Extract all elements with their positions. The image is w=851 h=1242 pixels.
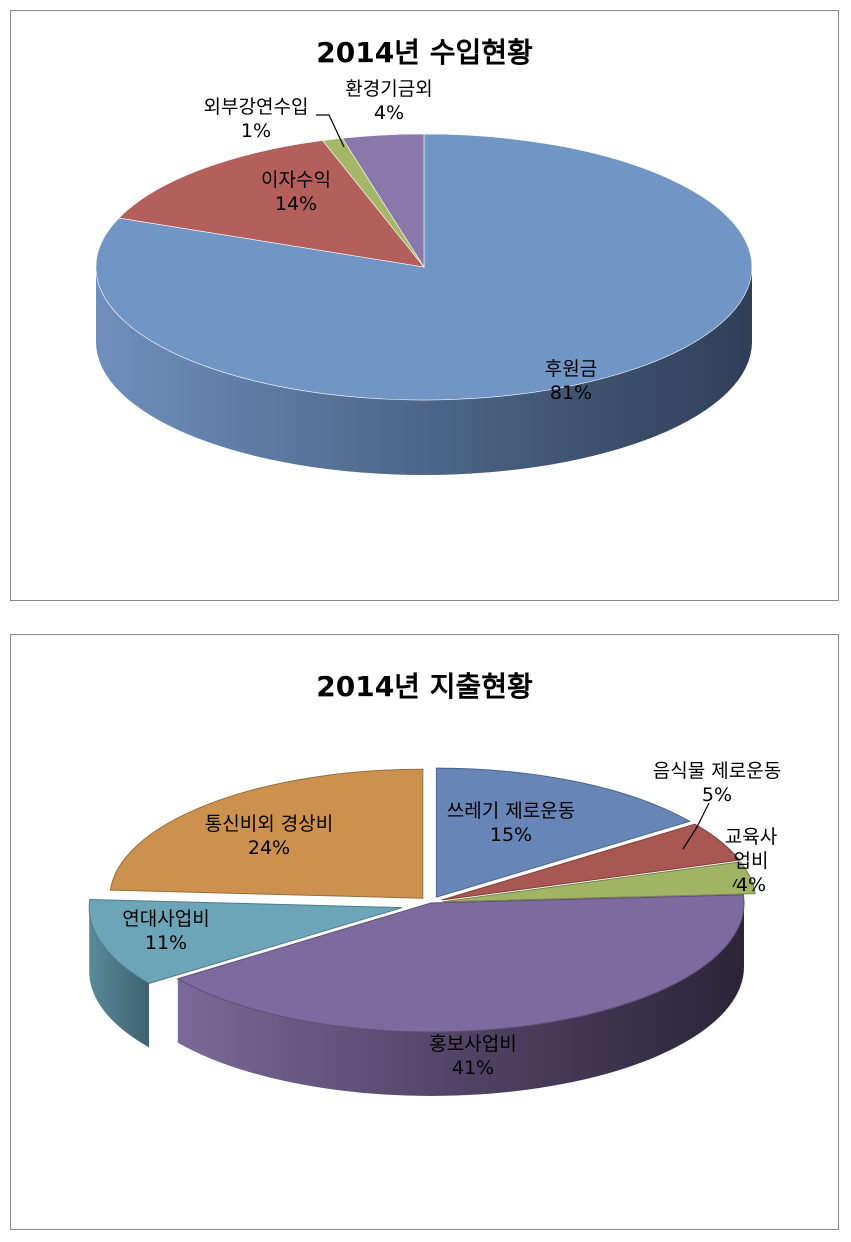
pie-slice-통신비외 경상비 (109, 768, 424, 899)
pie-slice-group (435, 767, 691, 898)
pie-slice-음식물 제로운동 (441, 823, 741, 901)
pie-slice-후원금 (95, 133, 753, 401)
data-label-쓰레기 제로운동: 쓰레기 제로운동 15% (447, 800, 575, 846)
pie-slice-group (88, 898, 403, 1048)
pie-slice-group (176, 894, 745, 1096)
data-label-후원금: 후원금 81% (545, 358, 597, 404)
data-label-통신비외 경상비: 통신비외 경상비 24% (205, 813, 333, 859)
pie-slice-연대사업비 (88, 898, 403, 984)
leader-line (682, 802, 710, 850)
pie-slice-side (177, 903, 745, 1096)
pie-slice-교육사업비 (442, 861, 756, 903)
pie-slice-side (89, 907, 149, 1048)
chart-title: 2014년 수입현황 (316, 36, 533, 69)
data-label-연대사업비: 연대사업비 11% (122, 908, 209, 954)
pie-slice-홍보사업비 (176, 894, 745, 1033)
data-label-외부강연수입: 외부강연수입 1% (204, 96, 309, 142)
pie-slice-환경기금외 (341, 133, 425, 269)
data-label-홍보사업비: 홍보사업비 41% (429, 1033, 516, 1079)
pie-slice-side (96, 267, 752, 475)
pie-slice-group (441, 823, 741, 901)
pie-slice-group (442, 861, 756, 903)
income-chart-panel: 후원금 81% 이자수익 14% 외부강연수입 1% 환경기금외 4% 2014년 수입현황 (10, 10, 839, 601)
expense-pie-chart: 쓰레기 제로운동 15% 음식물 제로운동 5% 교육사 업비 4% 홍보사업비 41% 연대사업… (88, 760, 781, 1096)
pie-slice-group (109, 768, 424, 899)
income-pie-chart: 후원금 81% 이자수익 14% 외부강연수입 1% 환경기금외 4% (95, 78, 753, 475)
pie-slice-쓰레기 제로운동 (435, 767, 691, 898)
leader-line (732, 878, 738, 888)
chart-title: 2014년 지출현황 (316, 670, 533, 703)
expense-chart-panel: 쓰레기 제로운동 15% 음식물 제로운동 5% 교육사 업비 4% 홍보사업비 41% 연대사업… (10, 634, 839, 1230)
data-label-음식물 제로운동: 음식물 제로운동 5% (653, 760, 781, 806)
data-label-교육사업비: 교육사 업비 4% (725, 826, 777, 896)
leader-line (316, 114, 345, 148)
data-label-환경기금외: 환경기금외 4% (345, 78, 432, 124)
data-label-이자수익: 이자수익 14% (261, 169, 331, 215)
